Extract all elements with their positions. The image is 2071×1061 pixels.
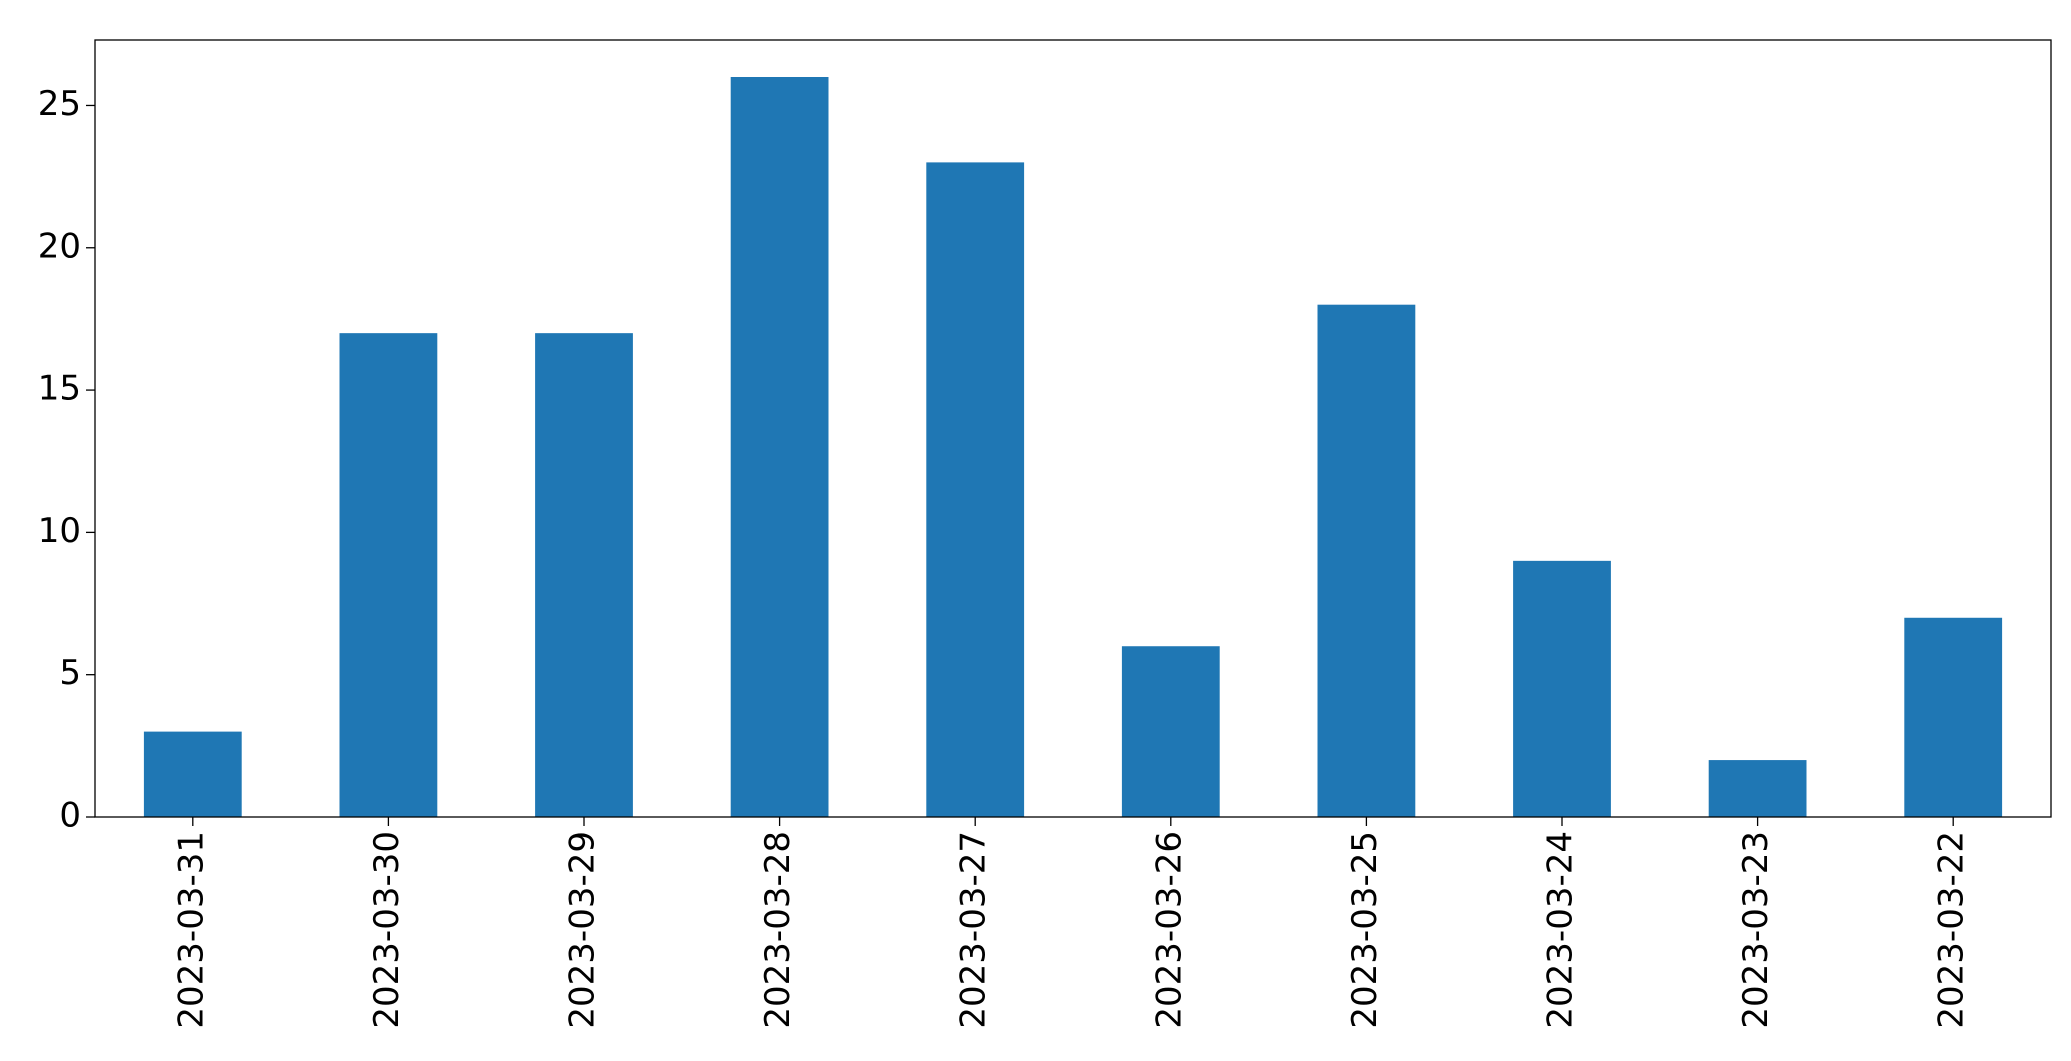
x-tick-label: 2023-03-22	[1932, 831, 1972, 1029]
bar	[1513, 560, 1611, 817]
y-tick-label: 0	[59, 796, 81, 836]
bar	[1904, 617, 2003, 817]
plot-frame	[94, 39, 2052, 818]
x-tick-label: 2023-03-29	[563, 831, 603, 1029]
x-tick-label: 2023-03-27	[954, 831, 994, 1029]
bar	[1317, 304, 1416, 817]
y-tick-label: 20	[38, 226, 81, 266]
x-tick-label: 2023-03-28	[758, 831, 798, 1029]
y-tick-label: 5	[59, 653, 81, 693]
x-tick-label: 2023-03-23	[1736, 831, 1776, 1029]
x-tick-label: 2023-03-31	[171, 831, 211, 1029]
bar	[1708, 760, 1807, 817]
y-tick-label: 10	[38, 511, 81, 551]
y-tick-label: 25	[38, 84, 81, 124]
x-tick-label: 2023-03-30	[367, 831, 407, 1029]
bar	[339, 333, 438, 817]
bar	[730, 77, 829, 817]
bar	[926, 162, 1025, 817]
x-tick-label: 2023-03-24	[1541, 831, 1581, 1029]
y-tick-label: 15	[38, 369, 81, 409]
bar	[535, 333, 633, 817]
x-tick-label: 2023-03-26	[1149, 831, 1189, 1029]
bar	[143, 731, 242, 817]
bar	[1121, 646, 1220, 817]
x-tick-label: 2023-03-25	[1345, 831, 1385, 1029]
